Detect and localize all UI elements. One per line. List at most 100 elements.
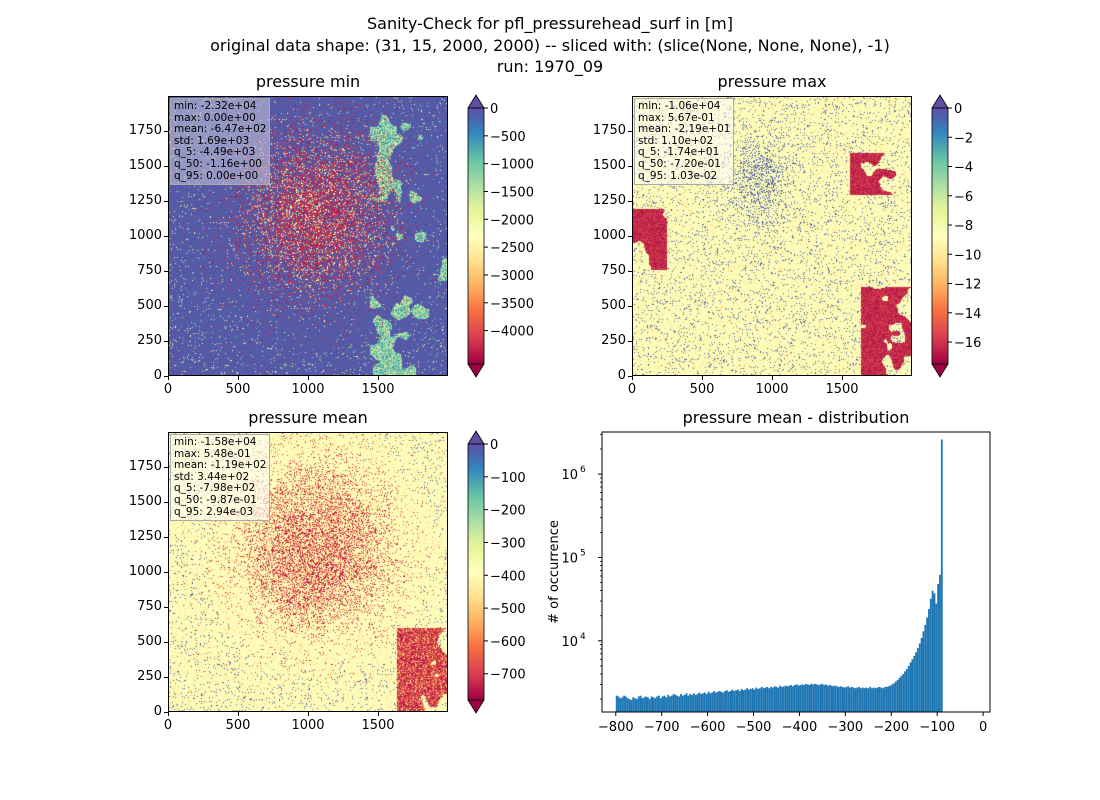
x-tick-mark <box>378 376 379 380</box>
x-tick-mark <box>238 376 239 380</box>
histogram-bar <box>852 687 855 712</box>
stats-line: q_95: 1.03e-02 <box>638 169 718 182</box>
histogram-bar <box>922 631 925 712</box>
y-tick-mark <box>164 376 168 377</box>
y-tick-mark <box>164 236 168 237</box>
x-tick-label: 500 <box>689 382 715 397</box>
y-tick-mark <box>628 341 632 342</box>
histogram-bar <box>905 668 908 712</box>
y-tick-label: 750 <box>601 263 626 278</box>
histogram-bar <box>637 696 640 712</box>
histogram-bar <box>918 643 921 712</box>
y-tick-label: 750 <box>137 599 162 614</box>
stats-line: q_50: -7.20e-01 <box>638 157 721 170</box>
colorbar-gradient <box>931 107 949 365</box>
histogram-bar <box>933 593 936 712</box>
histogram-bar <box>705 694 708 712</box>
histogram-bar <box>669 696 671 712</box>
histogram-bar <box>762 688 765 712</box>
histogram-bar <box>916 648 919 712</box>
histogram-bar <box>907 665 910 712</box>
y-tick-mark <box>164 712 168 713</box>
y-tick-exponent: 6 <box>580 465 586 475</box>
stats-box-pressure-mean: min: -1.58e+04 max: 5.48e-01 mean: -1.19e+… <box>170 434 271 522</box>
x-tick-label: 0 <box>163 382 173 397</box>
y-tick-label: 10 <box>561 551 578 566</box>
histogram-bar <box>808 685 811 712</box>
histogram-bar <box>838 686 840 712</box>
histogram-bar <box>929 598 932 712</box>
stats-line: max: 5.48e-01 <box>174 447 251 460</box>
x-tick-mark <box>772 376 773 380</box>
histogram-bar <box>687 695 690 712</box>
histogram-bar <box>806 684 809 712</box>
histogram-bar <box>713 691 715 712</box>
histogram-bar <box>663 695 666 712</box>
histogram-bar <box>619 698 622 712</box>
x-tick-label: −700 <box>644 720 680 735</box>
y-tick-label: 1000 <box>592 228 626 243</box>
stats-line: q_50: -1.16e+00 <box>174 157 262 170</box>
histogram-bar <box>678 696 681 712</box>
histogram-bar <box>702 693 704 712</box>
histogram-bar <box>777 687 780 712</box>
histogram-bar <box>834 685 837 712</box>
colorbar-tick-label: −10 <box>954 248 981 263</box>
histogram-bar <box>830 685 833 712</box>
x-tick-mark <box>378 712 379 716</box>
x-tick-label: −300 <box>828 720 864 735</box>
stats-line: min: -1.06e+04 <box>638 100 721 112</box>
histogram-bar <box>915 652 917 712</box>
histogram-bar <box>735 690 737 712</box>
histogram-bar <box>784 685 787 712</box>
histogram-bar <box>814 683 816 712</box>
histogram-bar <box>856 687 859 712</box>
y-tick-label: 0 <box>153 704 162 719</box>
panel-title-distribution: pressure mean - distribution <box>682 408 910 427</box>
stats-line: mean: -1.19e+02 <box>174 459 267 472</box>
histogram-bar <box>828 685 831 712</box>
histogram-bar <box>799 685 802 712</box>
histogram-bar <box>714 692 717 712</box>
colorbar-tick-label: −4 <box>954 161 973 176</box>
colorbar-tick-label: −700 <box>490 668 526 683</box>
histogram-bar <box>753 689 756 712</box>
histogram-bar <box>680 694 682 712</box>
y-tick-mark <box>628 131 632 132</box>
y-tick-label: 1250 <box>592 193 626 208</box>
histogram-bar <box>698 692 701 712</box>
histogram-bar <box>709 693 712 712</box>
y-tick-label: 1750 <box>592 123 626 138</box>
histogram-bar <box>845 686 848 712</box>
histogram-bar <box>871 688 873 712</box>
stats-line: mean: -6.47e+02 <box>174 123 267 136</box>
histogram-bar <box>913 655 916 712</box>
histogram-bar <box>718 691 721 712</box>
histogram-bar <box>865 687 868 712</box>
histogram-bar <box>801 684 804 712</box>
stats-box-pressure-min: min: -2.32e+04 max: 0.00e+00 mean: -6.47e+… <box>170 98 271 186</box>
histogram-bar <box>652 697 655 712</box>
colorbar-tick-label: −2500 <box>490 241 534 256</box>
histogram-bar <box>861 687 864 712</box>
histogram-bar <box>731 689 734 712</box>
histogram-bar <box>880 687 883 712</box>
histogram-bar <box>694 694 697 712</box>
histogram-bar <box>724 691 726 712</box>
histogram-bar <box>692 693 695 712</box>
colorbar-tick-label: −2 <box>954 131 973 146</box>
histogram-bar <box>904 671 906 712</box>
histogram-bar <box>770 686 772 712</box>
heatmap-pressure-min: min: -2.32e+04 max: 0.00e+00 mean: -6.47e+… <box>168 96 448 376</box>
histogram-bar <box>703 692 706 712</box>
histogram-bar <box>771 687 774 712</box>
y-tick-label: 500 <box>601 298 626 313</box>
x-tick-label: 500 <box>225 718 251 733</box>
histogram-bar <box>689 694 692 712</box>
y-tick-mark <box>164 131 168 132</box>
histogram-bar <box>623 695 625 712</box>
x-tick-label: 1000 <box>291 718 325 733</box>
histogram-bar <box>885 686 888 712</box>
histogram-bar <box>795 684 798 712</box>
histogram-bar <box>722 692 725 712</box>
